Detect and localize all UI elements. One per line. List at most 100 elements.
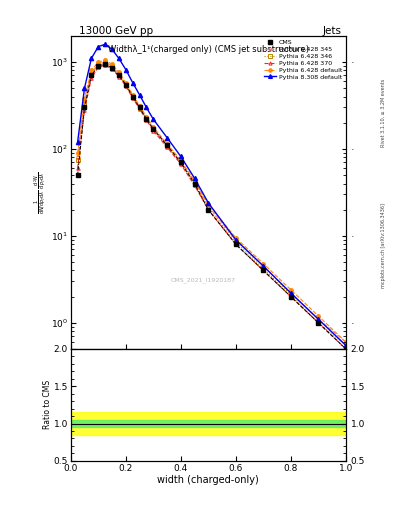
Pythia 8.308 default	[192, 175, 197, 181]
CMS	[123, 81, 128, 88]
Text: mcplots.cern.ch [arXiv:1306.3436]: mcplots.cern.ch [arXiv:1306.3436]	[381, 203, 386, 288]
Pythia 6.428 370	[110, 66, 114, 72]
CMS	[82, 104, 87, 111]
CMS	[110, 65, 114, 71]
Line: CMS: CMS	[76, 62, 347, 351]
Pythia 6.428 345	[103, 59, 108, 65]
Pythia 6.428 345	[96, 61, 101, 67]
Pythia 6.428 default	[89, 68, 94, 74]
Pythia 6.428 370	[89, 75, 94, 81]
CMS	[206, 207, 211, 213]
Text: Widthλ_1¹(charged only) (CMS jet substructure): Widthλ_1¹(charged only) (CMS jet substru…	[108, 45, 309, 54]
Pythia 8.308 default	[151, 116, 156, 122]
Pythia 6.428 370	[151, 127, 156, 134]
Pythia 6.428 346	[75, 157, 80, 163]
Pythia 8.308 default	[288, 290, 293, 296]
Pythia 6.428 346	[89, 71, 94, 77]
Pythia 8.308 default	[96, 44, 101, 50]
CMS	[151, 126, 156, 132]
Pythia 6.428 default	[96, 59, 101, 65]
CMS	[261, 267, 266, 273]
Line: Pythia 6.428 370: Pythia 6.428 370	[76, 63, 347, 351]
Pythia 8.308 default	[233, 237, 238, 243]
Pythia 8.308 default	[144, 104, 149, 111]
Pythia 6.428 346	[233, 239, 238, 245]
Y-axis label: Ratio to CMS: Ratio to CMS	[43, 380, 52, 430]
CMS	[137, 104, 142, 111]
Pythia 6.428 346	[137, 104, 142, 111]
Pythia 6.428 345	[233, 237, 238, 243]
Pythia 6.428 345	[192, 179, 197, 185]
Line: Pythia 8.308 default: Pythia 8.308 default	[75, 42, 348, 348]
CMS	[288, 293, 293, 300]
Pythia 6.428 370	[116, 74, 121, 80]
Pythia 6.428 default	[130, 92, 135, 98]
Pythia 6.428 346	[116, 72, 121, 78]
Pythia 8.308 default	[261, 263, 266, 269]
Pythia 6.428 346	[206, 205, 211, 211]
CMS	[89, 72, 94, 78]
Line: Pythia 6.428 default: Pythia 6.428 default	[76, 58, 347, 344]
Pythia 6.428 default	[178, 157, 183, 163]
Pythia 6.428 default	[316, 313, 321, 319]
Pythia 6.428 370	[75, 165, 80, 172]
Pythia 6.428 default	[288, 287, 293, 293]
Pythia 6.428 370	[144, 117, 149, 123]
Pythia 6.428 default	[192, 178, 197, 184]
Pythia 6.428 370	[82, 107, 87, 113]
Pythia 6.428 345	[316, 316, 321, 322]
CMS	[130, 94, 135, 100]
CMS	[192, 180, 197, 186]
Pythia 8.308 default	[89, 55, 94, 61]
Line: Pythia 6.428 346: Pythia 6.428 346	[76, 61, 347, 347]
Pythia 6.428 370	[288, 293, 293, 300]
Pythia 6.428 default	[82, 95, 87, 101]
CMS	[116, 72, 121, 78]
Pythia 6.428 346	[123, 82, 128, 88]
Pythia 6.428 346	[151, 126, 156, 133]
Pythia 8.308 default	[343, 343, 348, 349]
Pythia 6.428 345	[75, 154, 80, 160]
Pythia 6.428 345	[151, 125, 156, 131]
CMS	[233, 241, 238, 247]
Pythia 6.428 370	[316, 319, 321, 326]
Pythia 6.428 default	[206, 201, 211, 207]
Pythia 6.428 370	[103, 62, 108, 68]
Pythia 6.428 345	[116, 71, 121, 77]
Pythia 6.428 345	[144, 114, 149, 120]
Pythia 6.428 345	[178, 158, 183, 164]
Pythia 6.428 346	[96, 62, 101, 68]
Legend: CMS, Pythia 6.428 345, Pythia 6.428 346, Pythia 6.428 370, Pythia 6.428 default,: CMS, Pythia 6.428 345, Pythia 6.428 346,…	[261, 37, 345, 82]
Y-axis label: $\frac{1}{\mathrm{d}N/\mathrm{d}p_T \mathrm{d}\lambda}$ $\frac{\mathrm{d}^2 N}{\: $\frac{1}{\mathrm{d}N/\mathrm{d}p_T \mat…	[33, 171, 50, 214]
Pythia 8.308 default	[116, 55, 121, 61]
Pythia 6.428 370	[96, 64, 101, 70]
Pythia 6.428 346	[144, 116, 149, 122]
Text: CMS_2021_I1920187: CMS_2021_I1920187	[170, 277, 235, 283]
Pythia 8.308 default	[137, 92, 142, 98]
Pythia 6.428 370	[343, 346, 348, 352]
Pythia 6.428 345	[165, 142, 169, 148]
Pythia 6.428 345	[82, 99, 87, 105]
Pythia 6.428 345	[123, 81, 128, 87]
Pythia 8.308 default	[316, 316, 321, 322]
Pythia 6.428 default	[103, 57, 108, 63]
Pythia 6.428 346	[82, 101, 87, 107]
Text: Rivet 3.1.10, ≥ 3.2M events: Rivet 3.1.10, ≥ 3.2M events	[381, 78, 386, 147]
Pythia 8.308 default	[82, 85, 87, 91]
Pythia 6.428 346	[192, 180, 197, 186]
Pythia 6.428 370	[261, 267, 266, 273]
Pythia 6.428 346	[288, 292, 293, 298]
Pythia 6.428 346	[110, 64, 114, 70]
Pythia 6.428 default	[75, 150, 80, 156]
Pythia 6.428 346	[343, 343, 348, 349]
Pythia 6.428 370	[178, 161, 183, 167]
CMS	[103, 61, 108, 67]
Pythia 6.428 default	[343, 339, 348, 345]
Line: Pythia 6.428 345: Pythia 6.428 345	[76, 60, 347, 344]
Pythia 6.428 345	[288, 290, 293, 296]
Pythia 6.428 default	[165, 141, 169, 147]
Pythia 6.428 345	[206, 203, 211, 209]
Pythia 6.428 345	[89, 70, 94, 76]
Pythia 6.428 346	[178, 160, 183, 166]
Pythia 6.428 default	[144, 114, 149, 120]
